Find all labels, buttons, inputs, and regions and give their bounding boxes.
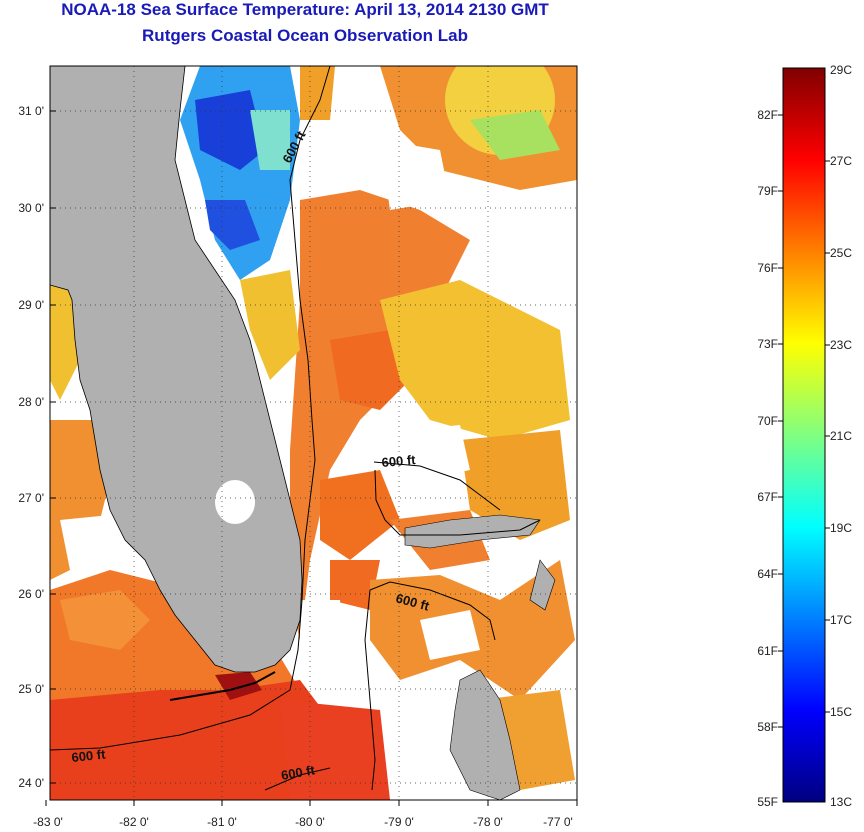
- map-title: NOAA-18 Sea Surface Temperature: April 1…: [61, 0, 549, 19]
- celsius-label: 27C: [830, 154, 852, 168]
- lake-okeechobee: [215, 480, 255, 524]
- latitude-labels: 31 0' 30 0' 29 0' 28 0' 27 0' 26 0' 25 0…: [18, 104, 44, 790]
- contours-600ft: [49, 65, 541, 791]
- colorbar-celsius-labels: 29C 27C 25C 23C 21C 19C 17C 15C 13C: [830, 63, 852, 809]
- celsius-label: 29C: [830, 63, 852, 77]
- fahrenheit-label: 58F: [757, 720, 778, 734]
- celsius-label: 15C: [830, 705, 852, 719]
- colorbar-ticks: [778, 114, 830, 728]
- celsius-label: 21C: [830, 429, 852, 443]
- fahrenheit-label: 73F: [757, 337, 778, 351]
- fahrenheit-label: 61F: [757, 644, 778, 658]
- map-frame: [49, 65, 578, 801]
- fahrenheit-label: 82F: [757, 108, 778, 122]
- colorbar-gradient: [782, 67, 826, 803]
- lon-label: -83 0': [33, 815, 63, 829]
- colorbar: 29C 27C 25C 23C 21C 19C 17C 15C 13C 82F …: [757, 63, 852, 809]
- lat-label: 27 0': [18, 491, 44, 505]
- lon-label: -80 0': [295, 815, 325, 829]
- bahamas-andros: [449, 669, 521, 800]
- bahamas-grand-bahama: [404, 514, 541, 549]
- contour-label: 600 ft: [280, 762, 317, 783]
- fahrenheit-label: 67F: [757, 490, 778, 504]
- lat-label: 31 0': [18, 104, 44, 118]
- lon-label: -78 0': [473, 815, 503, 829]
- fahrenheit-label: 76F: [757, 261, 778, 275]
- fahrenheit-label: 70F: [757, 414, 778, 428]
- sst-field: [50, 66, 577, 800]
- lon-label: -79 0': [384, 815, 414, 829]
- lon-label: -82 0': [119, 815, 149, 829]
- lon-label: -77 0': [543, 815, 573, 829]
- celsius-label: 19C: [830, 521, 852, 535]
- fahrenheit-label: 55F: [757, 795, 778, 809]
- colorbar-fahrenheit-labels: 82F 79F 76F 73F 70F 67F 64F 61F 58F 55F: [757, 108, 778, 809]
- lat-label: 25 0': [18, 682, 44, 696]
- longitude-labels: -83 0' -82 0' -81 0' -80 0' -79 0' -78 0…: [33, 815, 573, 829]
- contour-label: 600 ft: [71, 746, 107, 765]
- lat-label: 24 0': [18, 776, 44, 790]
- celsius-label: 23C: [830, 338, 852, 352]
- celsius-label: 25C: [830, 246, 852, 260]
- lat-label: 28 0': [18, 395, 44, 409]
- bahamas-abaco: [529, 559, 556, 611]
- lon-label: -81 0': [207, 815, 237, 829]
- axis-ticks: [45, 110, 578, 806]
- celsius-label: 17C: [830, 613, 852, 627]
- lat-label: 29 0': [18, 298, 44, 312]
- fahrenheit-label: 64F: [757, 567, 778, 581]
- map-subtitle: Rutgers Coastal Ocean Observation Lab: [142, 26, 468, 45]
- florida-keys: [169, 671, 276, 701]
- fahrenheit-label: 79F: [757, 184, 778, 198]
- lat-label: 30 0': [18, 201, 44, 215]
- lat-label: 26 0': [18, 587, 44, 601]
- celsius-label: 13C: [830, 795, 852, 809]
- cloud-patches: [60, 140, 540, 660]
